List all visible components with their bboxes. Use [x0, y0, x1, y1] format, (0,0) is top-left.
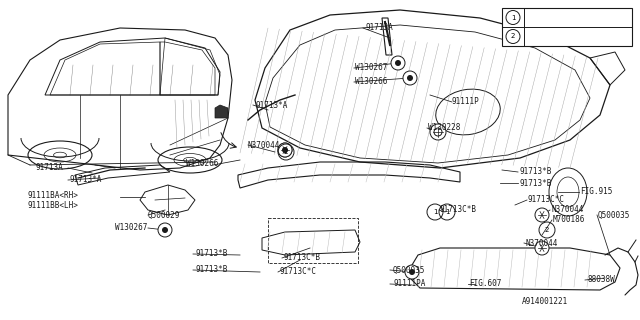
- Bar: [502, 8, 632, 46]
- Text: 91713*A: 91713*A: [255, 100, 287, 109]
- Text: FIG.607: FIG.607: [469, 279, 501, 289]
- Text: 91713C*B: 91713C*B: [440, 205, 477, 214]
- Text: 91713*B: 91713*B: [195, 266, 227, 275]
- Text: 91713*B: 91713*B: [519, 179, 552, 188]
- Text: N370044: N370044: [248, 140, 280, 149]
- Text: 88038W: 88038W: [588, 276, 616, 284]
- Text: 91111BB<LH>: 91111BB<LH>: [28, 202, 79, 211]
- Text: M700187: M700187: [529, 32, 561, 41]
- Text: 91713C*A: 91713C*A: [529, 13, 566, 22]
- Text: 2: 2: [545, 227, 549, 233]
- Text: 91111BA<RH>: 91111BA<RH>: [28, 190, 79, 199]
- Circle shape: [278, 143, 292, 157]
- Bar: [268, 218, 358, 263]
- Text: 91713A: 91713A: [35, 164, 63, 172]
- Text: W130266: W130266: [355, 77, 387, 86]
- Text: 91111P: 91111P: [452, 98, 480, 107]
- Circle shape: [405, 265, 419, 279]
- Polygon shape: [215, 105, 228, 118]
- Text: 91713*B: 91713*B: [519, 167, 552, 177]
- Text: Q500035: Q500035: [393, 266, 426, 275]
- Text: M700186: M700186: [553, 215, 586, 225]
- Text: 1: 1: [445, 209, 449, 215]
- Text: 1: 1: [511, 14, 515, 20]
- Text: 91713C*C: 91713C*C: [279, 268, 316, 276]
- Text: 91713C*B: 91713C*B: [283, 253, 320, 262]
- Text: W130267: W130267: [355, 63, 387, 73]
- Text: Q500029: Q500029: [148, 211, 180, 220]
- Circle shape: [278, 143, 292, 157]
- Text: 91713*B: 91713*B: [195, 250, 227, 259]
- Circle shape: [391, 56, 405, 70]
- Circle shape: [430, 124, 446, 140]
- Circle shape: [282, 147, 288, 153]
- Text: 1: 1: [433, 209, 437, 215]
- Text: N370044: N370044: [551, 205, 584, 214]
- Circle shape: [409, 269, 415, 275]
- Circle shape: [395, 60, 401, 66]
- Circle shape: [407, 75, 413, 81]
- Text: FIG.915: FIG.915: [580, 188, 612, 196]
- Circle shape: [535, 241, 549, 255]
- Circle shape: [162, 227, 168, 233]
- Text: Q500035: Q500035: [598, 211, 630, 220]
- Text: W130228: W130228: [428, 124, 460, 132]
- Circle shape: [403, 71, 417, 85]
- Text: 91713C*C: 91713C*C: [528, 196, 565, 204]
- Text: W130267: W130267: [115, 223, 147, 233]
- Circle shape: [158, 223, 172, 237]
- Circle shape: [535, 208, 549, 222]
- Text: A914001221: A914001221: [522, 298, 568, 307]
- Text: W130266: W130266: [186, 158, 218, 167]
- Text: 91713A: 91713A: [365, 23, 393, 33]
- Text: 2: 2: [284, 149, 288, 155]
- Text: N370044: N370044: [525, 238, 557, 247]
- Text: 91111PA: 91111PA: [393, 279, 426, 289]
- Text: 2: 2: [511, 34, 515, 39]
- Text: 91713*A: 91713*A: [70, 175, 102, 185]
